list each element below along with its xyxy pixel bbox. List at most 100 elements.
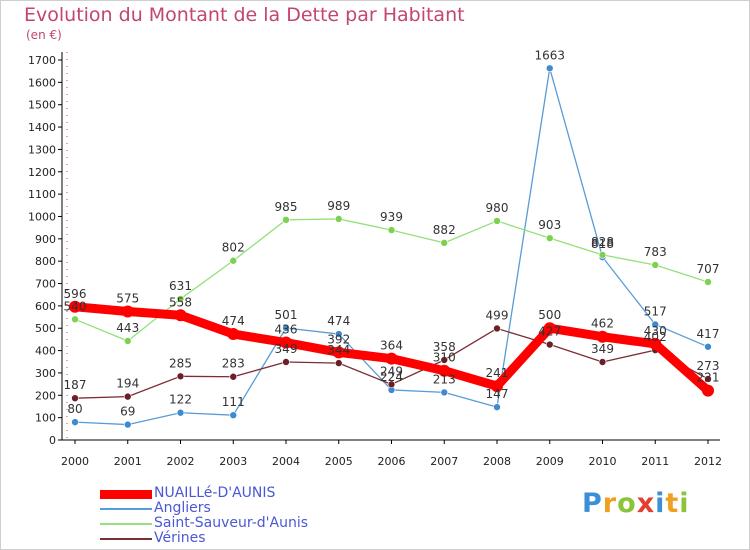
x-tick-label: 2000 (61, 455, 89, 468)
legend-swatch (100, 489, 152, 499)
series-point-0 (227, 328, 240, 341)
x-tick-label: 2010 (589, 455, 617, 468)
x-tick-label: 2002 (167, 455, 195, 468)
series-point-0 (69, 300, 81, 313)
y-tick-label: 1200 (28, 166, 56, 179)
series-point-1 (651, 320, 660, 329)
chart-unit: (en €) (26, 28, 62, 42)
series-point-1 (334, 330, 343, 338)
data-label: 344 (327, 343, 350, 357)
legend-label: Angliers (154, 500, 211, 516)
series-point-1 (71, 418, 79, 426)
data-label: 462 (591, 317, 614, 331)
series-point-2 (493, 217, 501, 225)
series-point-1 (493, 403, 501, 411)
data-label: 443 (116, 321, 139, 335)
series-point-2 (123, 337, 132, 345)
y-tick-label: 100 (35, 412, 56, 425)
logo-letter: t (665, 488, 680, 519)
legend-label: NUAILLé-D'AUNIS (154, 485, 276, 501)
series-point-3 (440, 356, 449, 364)
data-label: 436 (275, 323, 298, 337)
series-point-2 (334, 215, 343, 223)
data-label: 285 (169, 356, 192, 370)
series-point-0 (596, 330, 609, 343)
data-label: 349 (275, 342, 298, 356)
data-label: 989 (327, 199, 350, 213)
y-tick-label: 400 (35, 345, 56, 358)
series-point-3 (704, 375, 712, 383)
data-label: 224 (380, 370, 403, 384)
legend-swatch (100, 538, 152, 540)
logo-letter: x (636, 488, 656, 519)
series-point-3 (123, 392, 132, 401)
data-label: 213 (433, 372, 456, 386)
x-tick-label: 2003 (219, 455, 247, 468)
data-label: 499 (486, 308, 509, 322)
series-point-0 (174, 309, 187, 322)
y-tick-label: 1500 (28, 99, 56, 112)
y-tick-label: 600 (35, 300, 56, 313)
series-point-3 (282, 358, 290, 366)
y-tick-label: 200 (35, 389, 56, 402)
data-label: 111 (222, 395, 245, 409)
series-point-3 (229, 372, 238, 381)
series-point-1 (229, 411, 238, 419)
series-point-2 (282, 216, 290, 224)
y-tick-label: 1400 (28, 121, 56, 134)
logo-letter: o (617, 488, 637, 519)
data-label: 783 (644, 245, 667, 259)
data-label: 349 (591, 342, 614, 356)
data-label: 249 (380, 364, 403, 378)
series-point-3 (545, 340, 554, 349)
series-point-1 (176, 408, 185, 417)
series-point-3 (598, 358, 607, 366)
x-tick-label: 2005 (325, 455, 353, 468)
series-point-0 (543, 322, 556, 335)
series-point-3 (493, 324, 501, 333)
x-tick-label: 2001 (114, 455, 142, 468)
data-label: 474 (327, 314, 350, 328)
series-point-3 (387, 380, 396, 389)
series-point-1 (545, 64, 554, 73)
legend-swatch (100, 508, 152, 510)
logo-letter: i (679, 488, 690, 519)
series-point-0 (491, 380, 503, 393)
data-label: 310 (433, 351, 456, 365)
data-label: 1663 (534, 48, 565, 62)
legend-label: Vérines (154, 530, 206, 546)
series-point-3 (334, 359, 343, 367)
series-point-0 (280, 336, 292, 349)
series-point-0 (385, 352, 398, 365)
legend-swatch (100, 523, 152, 525)
data-label: 501 (275, 308, 298, 322)
series-point-2 (598, 251, 607, 259)
data-label: 500 (538, 308, 561, 322)
data-label: 147 (486, 387, 509, 401)
data-label: 939 (380, 210, 403, 224)
y-tick-label: 800 (35, 255, 56, 268)
data-label: 241 (486, 366, 509, 380)
data-label: 474 (222, 314, 245, 328)
data-label: 283 (222, 357, 245, 371)
y-tick-label: 700 (35, 278, 56, 291)
series-point-2 (440, 239, 449, 247)
data-label: 69 (120, 405, 135, 419)
series-point-2 (704, 278, 712, 286)
series-point-2 (71, 315, 79, 324)
data-label: 427 (538, 325, 561, 339)
y-tick-label: 1600 (28, 76, 56, 89)
data-label: 828 (591, 235, 614, 249)
series-point-1 (704, 342, 712, 351)
y-tick-label: 1300 (28, 143, 56, 156)
y-tick-label: 0 (49, 434, 56, 447)
series-point-0 (649, 337, 662, 350)
data-label: 575 (116, 291, 139, 305)
series-point-2 (387, 226, 396, 234)
logo-letter: r (602, 488, 618, 519)
data-label: 273 (697, 359, 720, 373)
chart-title: Evolution du Montant de la Dette par Hab… (24, 4, 465, 26)
x-tick-label: 2008 (483, 455, 511, 468)
data-label: 358 (433, 340, 456, 354)
